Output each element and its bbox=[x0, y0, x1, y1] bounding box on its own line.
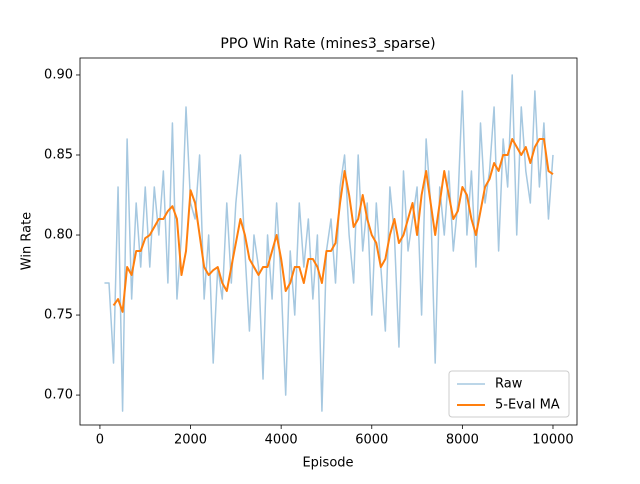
y-tick-label: 0.80 bbox=[44, 228, 73, 243]
y-axis-label: Win Rate bbox=[20, 212, 35, 270]
x-tick-label: 2000 bbox=[174, 433, 207, 448]
legend-label: Raw bbox=[495, 377, 523, 392]
y-tick-label: 0.85 bbox=[44, 147, 73, 162]
x-tick-label: 8000 bbox=[446, 433, 479, 448]
legend-label: 5-Eval MA bbox=[495, 398, 560, 413]
x-tick-label: 10000 bbox=[532, 433, 573, 448]
chart-title: PPO Win Rate (mines3_sparse) bbox=[220, 36, 435, 52]
data-line bbox=[112, 137, 554, 313]
axes-frame bbox=[79, 57, 578, 426]
x-tick-label: 6000 bbox=[355, 433, 388, 448]
x-tick-label: 0 bbox=[96, 433, 104, 448]
x-tick-label: 4000 bbox=[265, 433, 298, 448]
y-tick-label: 0.70 bbox=[44, 388, 73, 403]
data-line bbox=[104, 74, 554, 412]
y-tick-label: 0.75 bbox=[44, 308, 73, 323]
y-tick-label: 0.90 bbox=[44, 67, 73, 82]
x-axis-label: Episode bbox=[302, 456, 353, 471]
